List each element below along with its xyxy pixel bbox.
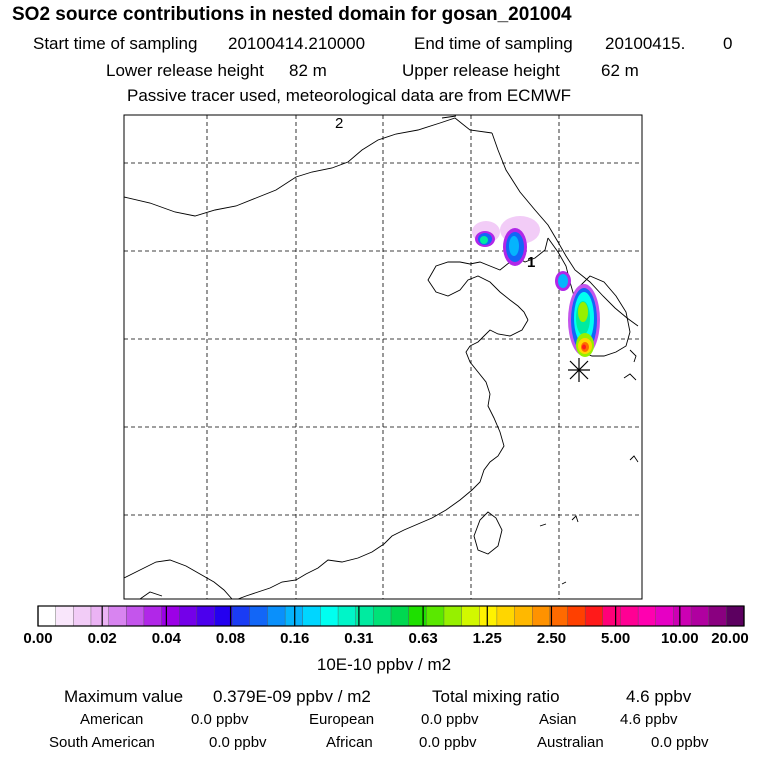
colorbar-cell (461, 605, 480, 627)
colorbar-cell (267, 605, 286, 627)
lower-release-value: 82 m (289, 61, 327, 80)
colorbar-tick-label: 20.00 (711, 630, 749, 647)
colorbar (37, 605, 745, 627)
tracer-note: Passive tracer used, meteorological data… (127, 86, 572, 105)
colorbar-cell (337, 605, 357, 627)
colorbar-cell (479, 605, 498, 627)
start-time-label: Start time of sampling (33, 34, 198, 53)
colorbar-cell (108, 605, 127, 627)
colorbar-tick-label: 1.25 (472, 630, 502, 647)
colorbar-cell (514, 605, 533, 627)
colorbar-cell (90, 605, 110, 627)
colorbar-cell (214, 605, 233, 627)
colorbar-cell (143, 605, 163, 627)
asian-label: Asian (539, 711, 577, 728)
colorbar-cell (443, 605, 463, 627)
end-time-value-2: 0 (723, 34, 733, 53)
colorbar-cell (496, 605, 516, 627)
colorbar-cell (690, 605, 710, 627)
african-label: African (326, 734, 373, 751)
colorbar-tick-label: 0.16 (280, 630, 310, 647)
colorbar-cell (126, 605, 145, 627)
australian-label: Australian (537, 734, 604, 751)
colorbar-cell (637, 605, 657, 627)
colorbar-tick-label: 10.00 (661, 630, 699, 647)
receptor-star-icon (568, 358, 590, 382)
colorbar-tick-label: 0.08 (215, 630, 246, 647)
colorbar-cell (673, 605, 692, 627)
lower-release-label: Lower release height (106, 61, 264, 80)
end-time-label: End time of sampling (414, 34, 573, 53)
colorbar-cell (37, 605, 57, 627)
map-marker-1: 1 (527, 254, 535, 271)
european-label: European (309, 711, 375, 728)
asian-value: 4.6 ppbv (620, 711, 678, 728)
map-coastlines (124, 115, 639, 599)
colorbar-cell (602, 605, 621, 627)
colorbar-cell (620, 605, 639, 627)
chart-title: SO2 source contributions in nested domai… (12, 4, 572, 25)
colorbar-cell (178, 605, 198, 627)
european-value: 0.0 ppbv (421, 711, 479, 728)
colorbar-cell (567, 605, 586, 627)
colorbar-cell (284, 605, 304, 627)
colorbar-cell (390, 605, 410, 627)
colorbar-tick-label: 0.31 (344, 630, 374, 647)
colorbar-tick-label: 5.00 (601, 630, 631, 647)
max-value: 0.379E-09 ppbv / m2 (213, 687, 371, 706)
african-value: 0.0 ppbv (419, 734, 477, 751)
colorbar-cell (73, 605, 92, 627)
map-gridlines (124, 115, 642, 599)
australian-value: 0.0 ppbv (651, 734, 709, 751)
colorbar-cell (249, 605, 268, 627)
upper-release-label: Upper release height (402, 61, 560, 80)
south-american-value: 0.0 ppbv (209, 734, 267, 751)
colorbar-cell (584, 605, 604, 627)
colorbar-tick-label: 0.04 (151, 630, 181, 647)
colorbar-cell (726, 605, 745, 627)
colorbar-tick-label: 0.00 (23, 630, 53, 647)
colorbar-cell (55, 605, 74, 627)
colorbar-cell (655, 605, 674, 627)
colorbar-cell (373, 605, 392, 627)
total-mixing-value: 4.6 ppbv (626, 687, 692, 706)
colorbar-cell (426, 605, 445, 627)
end-time-value: 20100415. (605, 34, 686, 53)
colorbar-tick-label: 0.02 (87, 630, 117, 647)
plume-contours (472, 216, 600, 357)
american-value: 0.0 ppbv (191, 711, 249, 728)
total-mixing-label: Total mixing ratio (432, 687, 560, 706)
colorbar-tick-label: 2.50 (536, 630, 567, 647)
colorbar-cell (708, 605, 727, 627)
colorbar-cell (408, 605, 427, 627)
south-american-label: South American (49, 734, 155, 751)
start-time-value: 20100414.210000 (228, 34, 366, 53)
max-value-label: Maximum value (64, 687, 184, 706)
colorbar-cell (320, 605, 339, 627)
colorbar-cell (196, 605, 216, 627)
map-marker-2: 2 (335, 115, 343, 132)
upper-release-value: 62 m (601, 61, 639, 80)
map-plot: 2 1 (123, 114, 643, 600)
colorbar-cell (161, 605, 180, 627)
colorbar-tick-label: 0.63 (408, 630, 438, 647)
colorbar-cell (231, 605, 251, 627)
american-label: American (80, 711, 144, 728)
colorbar-cell (549, 605, 568, 627)
colorbar-cell (532, 605, 551, 627)
colorbar-units: 10E-10 ppbv / m2 (316, 655, 452, 674)
colorbar-cell (302, 605, 321, 627)
